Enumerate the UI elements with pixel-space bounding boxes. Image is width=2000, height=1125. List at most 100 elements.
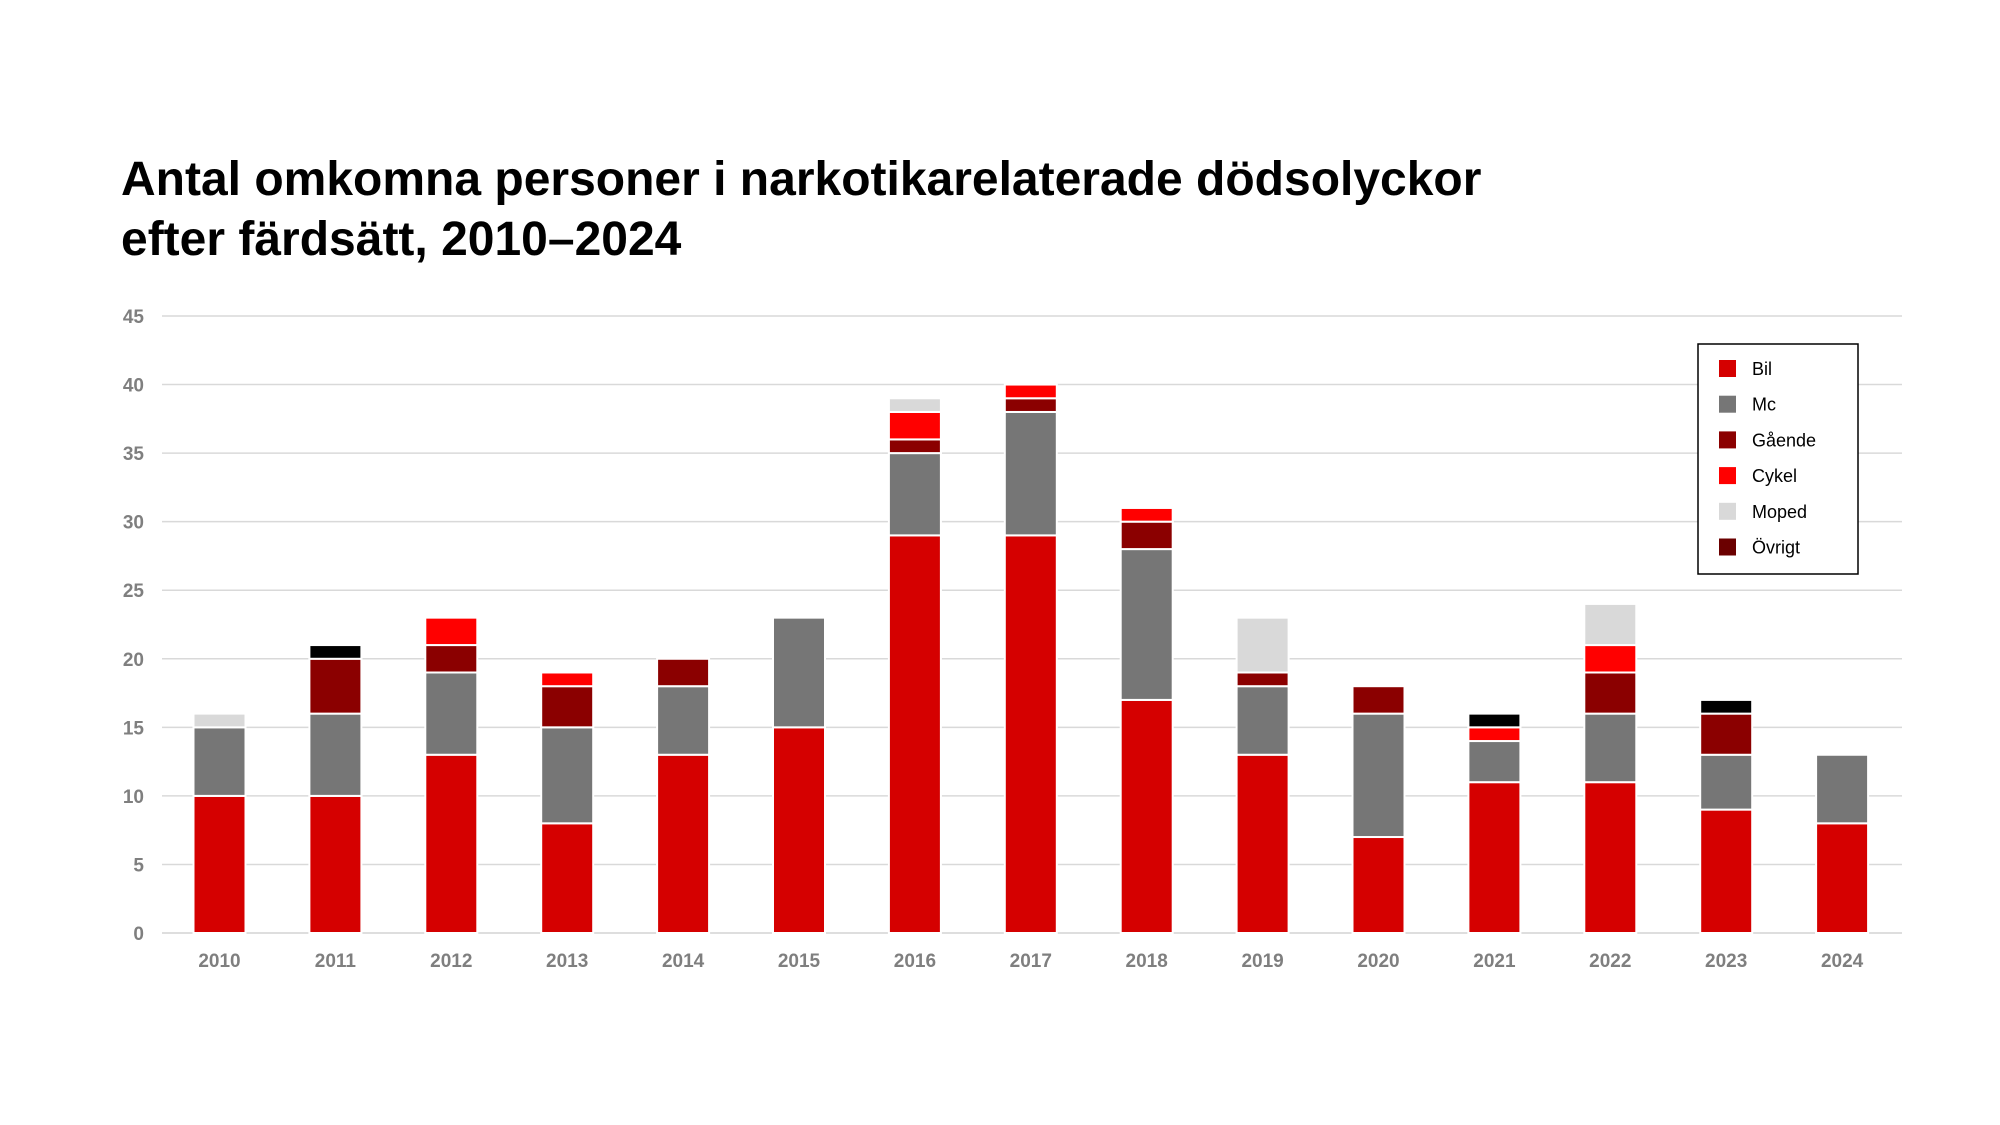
- bar-2021-övrigt: [1467, 712, 1522, 729]
- bars: [192, 383, 1870, 935]
- bar-2013-gående: [540, 685, 595, 729]
- legend-swatch-mc: [1719, 395, 1736, 413]
- x-tick-label-2010: 2010: [198, 951, 240, 972]
- bar-stack-2017: [1003, 383, 1058, 935]
- bar-stack-2018: [1119, 506, 1174, 935]
- x-axis-tick-labels: 2010 2011 2012 2013 2014 2015 2016 2017 2018 2019…: [198, 951, 1863, 972]
- legend-label-moped: Moped: [1752, 502, 1807, 522]
- bar-stack-2016: [887, 397, 942, 935]
- bar-2024-bil: [1815, 822, 1870, 934]
- bar-2016-mc: [887, 452, 942, 537]
- bar-2012-cykel: [424, 616, 479, 647]
- bar-2017-cykel: [1003, 383, 1058, 400]
- bar-stack-2012: [424, 616, 479, 934]
- x-tick-label-2020: 2020: [1357, 951, 1399, 972]
- bar-stack-2015: [772, 616, 826, 934]
- y-tick-label-40: 40: [123, 376, 144, 397]
- x-tick-label-2011: 2011: [315, 951, 357, 972]
- y-axis-tick-labels: 0 5 10 15 20 25 30 35 40 45: [123, 307, 145, 945]
- x-tick-label-2012: 2012: [430, 951, 472, 972]
- legend-label-mc: Mc: [1752, 395, 1776, 415]
- bar-stack-2021: [1467, 712, 1522, 935]
- y-tick-label-25: 25: [123, 581, 145, 602]
- bar-2010-mc: [192, 726, 247, 797]
- legend-label-övrigt: Övrigt: [1752, 538, 1800, 558]
- bar-stack-2014: [656, 657, 711, 934]
- bar-2022-mc: [1583, 712, 1638, 784]
- legend-box: [1697, 343, 1859, 575]
- legend-swatch-bil: [1719, 360, 1736, 377]
- bar-2020-mc: [1351, 712, 1406, 839]
- bar-2010-moped: [192, 712, 247, 729]
- y-tick-label-30: 30: [123, 513, 144, 534]
- bar-2017-bil: [1003, 534, 1058, 935]
- chart-title: Antal omkomna personer i narkotikarelate…: [121, 150, 1821, 270]
- bar-2019-bil: [1235, 753, 1290, 934]
- bar-2017-gående: [1003, 397, 1058, 413]
- y-tick-label-35: 35: [123, 444, 145, 465]
- bar-2013-bil: [540, 822, 595, 934]
- bar-2022-bil: [1583, 781, 1638, 935]
- bar-2010-bil: [192, 794, 247, 935]
- bar-stack-2011: [308, 644, 363, 935]
- bar-2019-gående: [1235, 671, 1290, 688]
- legend-swatch-övrigt: [1719, 538, 1736, 556]
- bar-2021-mc: [1467, 740, 1522, 784]
- bar-stack-2010: [192, 712, 247, 935]
- bar-2023-mc: [1699, 753, 1754, 811]
- bar-stack-2019: [1235, 616, 1290, 934]
- y-tick-label-5: 5: [133, 855, 144, 876]
- legend: Bil Mc Gående Cykel Moped Övrigt: [1697, 343, 1859, 575]
- chart-title-line-1: Antal omkomna personer i narkotikarelate…: [121, 153, 1482, 206]
- bar-2014-mc: [656, 685, 711, 756]
- bar-2018-bil: [1119, 698, 1174, 935]
- x-tick-label-2021: 2021: [1473, 951, 1516, 972]
- bar-2024-mc: [1815, 753, 1870, 825]
- bar-2022-cykel: [1583, 644, 1638, 674]
- y-tick-label-15: 15: [123, 718, 145, 739]
- bar-2011-övrigt: [308, 644, 363, 660]
- bar-2011-mc: [308, 712, 363, 797]
- bar-2021-bil: [1467, 781, 1522, 935]
- y-tick-label-45: 45: [123, 307, 145, 328]
- x-tick-label-2013: 2013: [546, 951, 588, 972]
- legend-label-cykel: Cykel: [1752, 466, 1797, 486]
- bar-stack-2013: [540, 671, 595, 934]
- x-tick-label-2015: 2015: [778, 951, 821, 972]
- x-tick-label-2024: 2024: [1821, 951, 1864, 972]
- bar-2012-mc: [424, 671, 479, 756]
- x-tick-label-2017: 2017: [1010, 951, 1052, 972]
- bar-2016-moped: [887, 397, 942, 413]
- bar-2016-gående: [887, 438, 942, 455]
- legend-label-gående: Gående: [1752, 430, 1816, 450]
- x-tick-label-2019: 2019: [1241, 951, 1283, 972]
- bar-2018-gående: [1119, 520, 1174, 551]
- bar-2022-gående: [1583, 671, 1638, 715]
- bar-2019-moped: [1235, 616, 1290, 674]
- bar-2012-gående: [424, 644, 479, 674]
- bar-stack-2020: [1351, 685, 1406, 934]
- bar-2013-cykel: [540, 671, 595, 688]
- bar-2014-bil: [656, 753, 711, 934]
- bar-2023-bil: [1699, 808, 1754, 934]
- y-tick-label-0: 0: [133, 924, 144, 945]
- bar-2015-bil: [772, 726, 826, 934]
- bar-stack-2024: [1815, 753, 1870, 934]
- x-tick-label-2023: 2023: [1705, 951, 1747, 972]
- bar-stack-2022: [1583, 602, 1638, 935]
- bar-2023-gående: [1699, 712, 1754, 756]
- bar-2011-bil: [308, 794, 363, 935]
- bar-2017-mc: [1003, 410, 1058, 537]
- legend-swatch-moped: [1719, 502, 1736, 520]
- bar-2012-bil: [424, 753, 479, 934]
- bar-stack-2023: [1699, 698, 1754, 934]
- x-tick-label-2016: 2016: [894, 951, 936, 972]
- x-tick-label-2018: 2018: [1126, 951, 1168, 972]
- chart-title-line-2: efter färdsätt, 2010–2024: [121, 213, 682, 266]
- bar-2020-bil: [1351, 836, 1406, 934]
- bar-2011-gående: [308, 657, 363, 715]
- bar-2016-bil: [887, 534, 942, 935]
- bar-2018-mc: [1119, 548, 1174, 701]
- bar-2022-moped: [1583, 602, 1638, 647]
- bar-2019-mc: [1235, 685, 1290, 756]
